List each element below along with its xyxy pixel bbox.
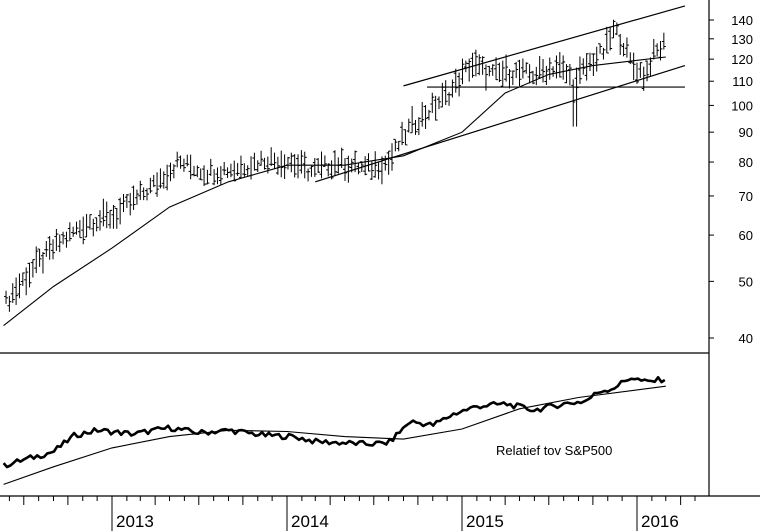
y-tick-label: 80 (739, 155, 753, 170)
relative-strength-line (2, 376, 666, 469)
y-tick-label: 60 (739, 228, 753, 243)
chart-frame (0, 0, 760, 497)
y-axis: 40 50 60 70 80 90 100 110 120 130 140 (709, 13, 753, 346)
upper-channel-trendline (403, 5, 686, 87)
lower-channel-trendline (315, 64, 686, 183)
y-tick-label: 110 (732, 74, 753, 89)
y-tick-label: 130 (731, 32, 753, 47)
relative-strength-panel: Relatief tov S&P500 (2, 376, 666, 485)
y-tick-label: 140 (731, 13, 753, 28)
x-tick-label: 2014 (291, 512, 329, 531)
y-tick-label: 70 (739, 189, 753, 204)
y-tick-label: 120 (731, 52, 753, 67)
x-axis: 2013 2014 2015 2016 (8, 496, 696, 531)
moving-average-line (3, 56, 666, 327)
rs-moving-average-line (3, 385, 666, 485)
y-tick-label: 40 (739, 331, 753, 346)
y-tick-label: 90 (739, 125, 753, 140)
rs-annotation: Relatief tov S&P500 (496, 443, 612, 458)
x-tick-label: 2015 (466, 512, 504, 531)
price-panel (3, 5, 686, 327)
x-tick-label: 2016 (641, 512, 679, 531)
y-tick-label: 50 (739, 274, 753, 289)
y-tick-label: 100 (731, 98, 753, 113)
x-tick-label: 2013 (116, 512, 154, 531)
